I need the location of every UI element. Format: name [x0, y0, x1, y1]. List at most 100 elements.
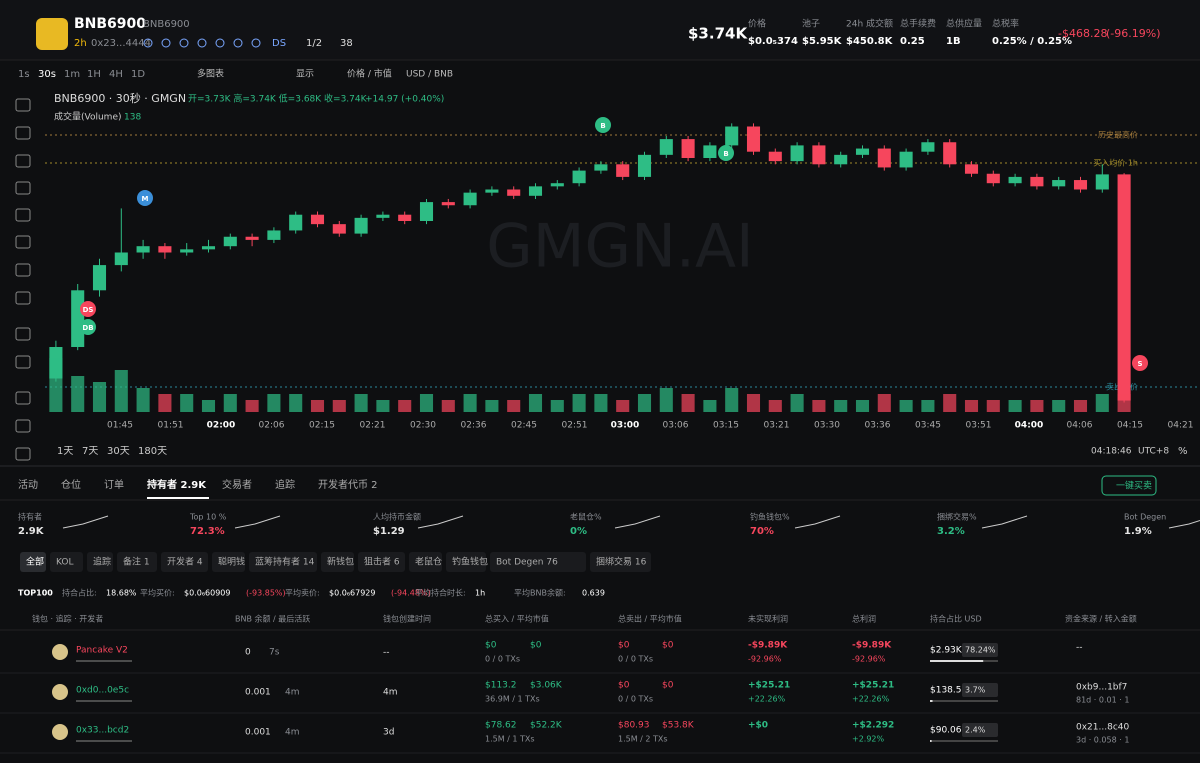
stat-label: 总供应量: [946, 18, 982, 30]
filter-chip[interactable]: [117, 552, 157, 572]
table-header: 钱包创建时间: [383, 614, 431, 624]
tool-icon[interactable]: [15, 447, 31, 461]
filter-chip[interactable]: [249, 552, 317, 572]
metric-label: Top 10 %: [189, 513, 227, 522]
range-button[interactable]: 30天: [107, 446, 130, 457]
fund-source-detail: 3d · 0.058 · 1: [1076, 736, 1129, 745]
header-icon[interactable]: [197, 38, 207, 48]
tab[interactable]: 活动: [18, 479, 38, 491]
filter-chip[interactable]: [358, 552, 405, 572]
tab[interactable]: 仓位: [61, 478, 81, 491]
tool-icon[interactable]: [15, 154, 31, 168]
trade-marker: [718, 145, 734, 161]
filter-chip[interactable]: [409, 552, 442, 572]
tab[interactable]: 交易者: [222, 478, 252, 491]
interval[interactable]: 1H: [87, 69, 101, 80]
tool-icon[interactable]: [15, 419, 31, 433]
x-tick-label: 03:36: [865, 421, 891, 431]
tool-icon[interactable]: [15, 181, 31, 195]
buy-button[interactable]: [1101, 475, 1157, 496]
stat-label: 总手续费: [900, 18, 936, 30]
candle-body: [1117, 174, 1131, 401]
token-address: 0x23...4444: [91, 38, 151, 49]
ohlc: 开=3.73K 高=3.74K 低=3.68K 收=3.74K: [188, 93, 368, 105]
metric-label: 持有者: [18, 512, 42, 522]
filter-chip[interactable]: [590, 552, 651, 572]
filter-chip[interactable]: [490, 552, 586, 572]
hold-usd: $2.93K: [930, 646, 963, 656]
stat-value: $5.95K: [802, 36, 843, 47]
wallet-name[interactable]: 0x33...bcd2: [76, 726, 129, 736]
volume-bar: [419, 394, 434, 412]
hold-pct: 2.4%: [965, 726, 986, 735]
wallet-name[interactable]: Pancake V2: [76, 646, 128, 656]
interval[interactable]: 1m: [64, 69, 80, 80]
wallet-name[interactable]: 0xd0...0e5c: [76, 686, 129, 696]
tab[interactable]: 追踪: [275, 478, 295, 491]
toolbar-item[interactable]: 显示: [296, 69, 314, 80]
tool-icon[interactable]: [15, 355, 31, 369]
candle-body: [1052, 180, 1066, 187]
trade-marker: [1132, 355, 1148, 371]
total-buy: $78.62: [485, 721, 517, 731]
toolbar-item[interactable]: 多图表: [197, 68, 224, 80]
last-active: 4m: [285, 728, 300, 738]
filter-chip[interactable]: [87, 552, 113, 572]
header-icon[interactable]: [161, 38, 171, 48]
filter-chip[interactable]: [20, 552, 46, 572]
toolbar-item[interactable]: 价格 / 市值: [347, 68, 392, 80]
interval[interactable]: 1s: [18, 69, 30, 80]
range-button[interactable]: 7天: [82, 446, 98, 457]
tool-icon[interactable]: [15, 263, 31, 277]
filter-chip[interactable]: [161, 552, 208, 572]
wallet-created: --: [383, 648, 390, 658]
tool-icon[interactable]: [15, 235, 31, 249]
interval[interactable]: 1D: [131, 69, 145, 80]
candle-body: [659, 139, 673, 155]
volume-bar: [594, 394, 608, 412]
tab[interactable]: 订单: [104, 479, 124, 491]
filter-chip[interactable]: [212, 552, 245, 572]
stat-value: 0.25: [900, 36, 925, 47]
header-icon[interactable]: [215, 38, 225, 48]
header-icon[interactable]: [143, 38, 153, 48]
range-button[interactable]: 180天: [138, 446, 167, 457]
volume-bar: [659, 388, 673, 412]
range-button[interactable]: 1天: [57, 446, 73, 457]
filter-chip-label: KOL: [56, 558, 74, 568]
unrealized-pnl: +$0: [748, 721, 768, 731]
candle-body: [812, 145, 826, 165]
sparkline: [794, 515, 841, 529]
header-icon[interactable]: [179, 38, 189, 48]
tool-icon[interactable]: [15, 126, 31, 140]
interval[interactable]: 4H: [109, 69, 123, 80]
candle-body: [201, 246, 216, 250]
header-icon[interactable]: [233, 38, 243, 48]
summary-value: $0.0₆60909: [184, 589, 230, 598]
volume-bar: [136, 388, 150, 412]
filter-chip[interactable]: [446, 552, 486, 572]
tool-icon[interactable]: [15, 291, 31, 305]
tool-icon[interactable]: [15, 98, 31, 112]
interval[interactable]: 30s: [38, 69, 56, 80]
table-header: 总买入 / 平均市值: [485, 614, 549, 624]
hold-bar: [930, 700, 998, 702]
tool-icon[interactable]: [15, 327, 31, 341]
toolbar-item[interactable]: USD / BNB: [406, 70, 453, 80]
tab[interactable]: 开发者代币 2: [318, 478, 378, 491]
buy-txs: 1.5M / 1 TXs: [485, 735, 535, 744]
volume-bar: [114, 370, 128, 412]
filter-chip[interactable]: [50, 552, 83, 572]
volume-bar: [964, 400, 979, 412]
tool-icon[interactable]: [15, 391, 31, 405]
unrealized-pct: -92.96%: [748, 655, 782, 664]
total-sell: $0: [618, 681, 630, 691]
candle-body: [354, 217, 368, 234]
tool-column: [0, 88, 42, 466]
filter-chip[interactable]: [321, 552, 354, 572]
header-icon[interactable]: [251, 38, 261, 48]
tool-icon[interactable]: [15, 208, 31, 222]
buy-mc: $3.06K: [530, 681, 563, 691]
volume-bar: [790, 394, 804, 412]
tab[interactable]: 持有者 2.9K: [147, 478, 207, 491]
